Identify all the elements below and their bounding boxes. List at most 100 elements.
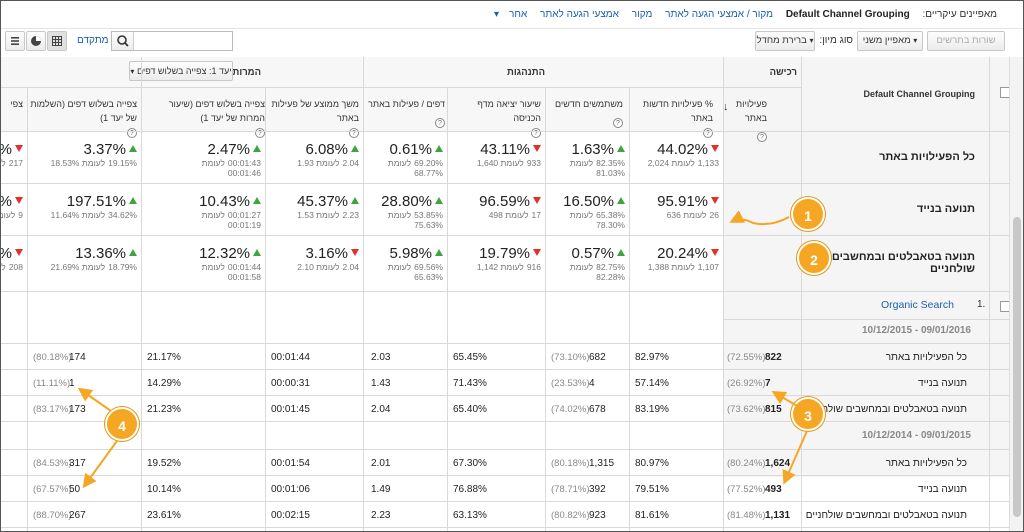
dimension-default-channel-grouping[interactable]: Default Channel Grouping	[785, 9, 910, 20]
metric-previous-value: לעומת 11.64%	[50, 210, 106, 220]
help-icon[interactable]: ?	[703, 128, 713, 138]
dimension-medium[interactable]: אמצעי הגעה לאתר	[540, 9, 619, 20]
col-header-new-sessions-pct[interactable]: % פעילויות חדשות באתר?	[631, 97, 713, 139]
arrow-up-icon	[253, 249, 261, 256]
metric-previous-value: לעומת 1,388	[647, 262, 695, 272]
sort-descending-icon[interactable]: ↓	[723, 101, 729, 113]
report-table: Default Channel Grouping רכישה התנהגות ה…	[1, 57, 1011, 531]
goal-conv-rate: 19.52%	[147, 458, 181, 469]
segment-metric-cell: 28.80% 53.85%לעומת 75.63%	[367, 193, 443, 230]
col-header-avg-session-duration[interactable]: משך ממוצע של פעילות באתר?	[271, 97, 359, 139]
metric-compare: 34.62%לעומת 11.64%	[31, 210, 137, 220]
col-header-new-users-label: משתמשים חדשים	[554, 99, 623, 109]
scrollbar-thumb[interactable]	[1013, 217, 1021, 517]
metric-change-value: 13.36%	[75, 245, 126, 262]
dimension-column-header[interactable]: Default Channel Grouping	[863, 89, 976, 99]
new-users-pct: (80.82%)	[551, 510, 590, 521]
divider	[545, 87, 546, 531]
goal-select-dropdown[interactable]: יעד 1: צפייה בשלוש דפים ▾	[129, 61, 233, 81]
advanced-filter-link[interactable]: מתקדם	[77, 35, 109, 46]
divider	[723, 319, 1011, 320]
secondary-dimension-dropdown[interactable]: מאפיין משני ▾	[857, 31, 923, 51]
help-icon[interactable]: ?	[757, 132, 767, 142]
arrow-up-icon	[129, 145, 137, 152]
dimension-other[interactable]: אחר ▾	[484, 9, 527, 20]
metric-current-value: 217	[8, 158, 23, 168]
vertical-scrollbar[interactable]	[1009, 57, 1023, 531]
detail-row-label: תנועה בנייד	[918, 378, 967, 389]
arrow-down-icon	[15, 145, 23, 152]
metric-change: 96.59%	[451, 193, 541, 210]
behavior-group-header: התנהגות	[507, 67, 545, 78]
metric-compare: 1,107לעומת 1,388	[633, 262, 719, 272]
pages-per-session: 2.03	[371, 352, 391, 363]
detail-row-label: תנועה בנייד	[918, 484, 967, 495]
segment-metric-cell: 95.91% 26לעומת 636	[633, 193, 719, 220]
new-sessions-pct: 83.19%	[635, 404, 669, 415]
new-users-pct: (78.71%)	[551, 484, 590, 495]
acquisition-group-header: רכישה	[769, 67, 797, 78]
col-header-sessions[interactable]: פעילויות באתר?	[723, 97, 767, 143]
detail-row-label: כל הפעילויות באתר	[885, 458, 967, 469]
arrow-down-icon	[711, 145, 719, 152]
sessions-value: 493	[765, 484, 782, 495]
grid-view-icon[interactable]	[47, 31, 67, 51]
metric-previous-value: לעומת 375	[1, 158, 6, 168]
organic-search-link[interactable]: Organic Search	[881, 299, 954, 311]
metric-previous-value: 78.30%	[596, 220, 625, 230]
col-header-bounce-rate[interactable]: שיעור יציאה מדף הכניסה?	[453, 97, 541, 139]
metric-previous-value: לעומת 2,024	[647, 158, 695, 168]
search-icon[interactable]	[112, 32, 134, 50]
col-header-goal-completions[interactable]: צפייה בשלוש דפים (השלמות של יעד 1)?	[29, 97, 137, 139]
segment-metric-cell: 30.90%208לעומת 301	[1, 245, 23, 272]
divider	[1, 475, 1011, 476]
metric-previous-value: לעומת	[569, 262, 594, 272]
col-header-goal-conv-rate[interactable]: צפייה בשלוש דפים (שיעור המרות של יעד 1)?	[145, 97, 265, 139]
metric-change-value: 0.57%	[571, 245, 614, 262]
arrow-up-icon	[617, 197, 625, 204]
metric-compare: 217לעומת 375	[1, 158, 23, 168]
goal-conv-rate: 21.23%	[147, 404, 181, 415]
divider	[265, 87, 266, 531]
metric-change-value: 45.37%	[297, 193, 348, 210]
help-icon[interactable]: ?	[531, 128, 541, 138]
goal-conv-rate: 14.29%	[147, 378, 181, 389]
help-icon[interactable]: ?	[435, 118, 445, 128]
help-icon[interactable]: ?	[255, 128, 265, 138]
sort-type-dropdown[interactable]: ברירת מחדל ▾	[755, 31, 815, 51]
metric-change: 45.37%	[269, 193, 359, 210]
bounce-rate: 65.40%	[453, 404, 487, 415]
divider	[1, 449, 1011, 450]
metric-change: 1.63%	[549, 141, 625, 158]
goal-select-label: יעד 1: צפייה בשלוש דפים	[136, 66, 232, 76]
pie-chart-view-icon[interactable]	[26, 31, 46, 51]
metric-current-value: 208	[8, 262, 23, 272]
help-icon[interactable]: ?	[613, 118, 623, 128]
metric-change: 20.24%	[633, 245, 719, 262]
dimension-source-medium[interactable]: מקור / אמצעי הגעה לאתר	[665, 9, 774, 20]
metric-compare: 1,133לעומת 2,024	[633, 158, 719, 168]
help-icon[interactable]: ?	[349, 128, 359, 138]
help-icon[interactable]: ?	[127, 128, 137, 138]
goal-completions: 1	[69, 378, 75, 389]
col-header-new-users[interactable]: משתמשים חדשים?	[549, 97, 623, 129]
col-header-pages-per-session[interactable]: דפים / פעילות באתר?	[367, 97, 445, 129]
metric-change-value: 44.02%	[657, 141, 708, 158]
chevron-down-icon: ▾	[494, 9, 500, 20]
new-sessions-pct: 82.97%	[635, 352, 669, 363]
metric-previous-value: 81.03%	[596, 168, 625, 178]
goal-completions: 50	[69, 484, 81, 495]
plot-rows-button[interactable]: שורות בתרשים	[927, 31, 1005, 51]
table-view-icon[interactable]	[5, 31, 25, 51]
segment-label: כל הפעילויות באתר	[879, 151, 975, 163]
search-input[interactable]	[111, 31, 233, 51]
metric-change-value: 16.50%	[563, 193, 614, 210]
metric-compare: 69.56%לעומת	[367, 262, 443, 272]
divider	[1, 87, 801, 88]
metric-current-value: 916	[526, 262, 541, 272]
metric-compare: 933לעומת 1,640	[451, 158, 541, 168]
dimension-source[interactable]: מקור	[631, 9, 653, 20]
arrow-up-icon	[435, 249, 443, 256]
metric-previous-value: 65.63%	[414, 272, 443, 282]
